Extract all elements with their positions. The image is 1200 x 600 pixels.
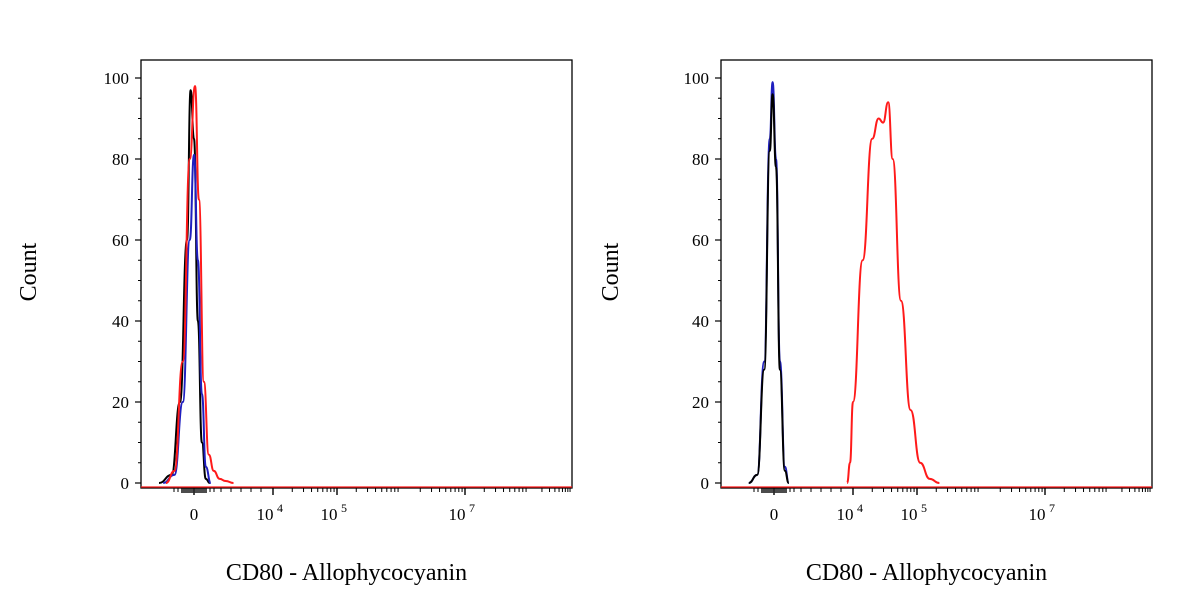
x-tick-exponent: 7 — [1049, 501, 1055, 515]
x-tick-exponent: 5 — [341, 501, 347, 515]
y-tick-label: 0 — [121, 474, 130, 493]
plot-frame-right — [720, 59, 1153, 489]
y-tick-label: 100 — [684, 69, 710, 88]
y-tick-label: 40 — [112, 312, 129, 331]
y-tick-label: 20 — [112, 393, 129, 412]
x-tick-exponent: 5 — [921, 501, 927, 515]
x-tick-label: 10 — [901, 505, 918, 524]
histogram-curve-right-2 — [846, 101, 940, 484]
x-tick-exponent: 4 — [277, 501, 283, 515]
x-tick-label: 0 — [190, 505, 199, 524]
x-tick-exponent: 7 — [469, 501, 475, 515]
histogram-curve-left-2 — [165, 85, 234, 484]
y-tick-label: 40 — [692, 312, 709, 331]
y-tick-label: 0 — [701, 474, 710, 493]
x-axis-title: CD80 - Allophycocyanin — [806, 560, 1047, 586]
histogram-curve-left-0 — [158, 89, 211, 484]
y-tick-label: 60 — [112, 231, 129, 250]
y-tick-label: 100 — [104, 69, 130, 88]
histogram-curve-right-1 — [748, 93, 790, 484]
y-tick-label: 20 — [692, 393, 709, 412]
y-tick-label: 60 — [692, 231, 709, 250]
x-tick-label: 10 — [321, 505, 338, 524]
x-tick-label: 10 — [837, 505, 854, 524]
x-tick-label: 0 — [770, 505, 779, 524]
x-tick-exponent: 4 — [857, 501, 863, 515]
y-axis-title: Count — [598, 242, 624, 301]
y-axis-title: Count — [16, 242, 42, 301]
y-tick-label: 80 — [692, 150, 709, 169]
x-tick-label: 10 — [449, 505, 466, 524]
x-axis-title: CD80 - Allophycocyanin — [226, 560, 467, 586]
y-tick-label: 80 — [112, 150, 129, 169]
x-tick-label: 10 — [1029, 505, 1046, 524]
x-tick-label: 10 — [257, 505, 274, 524]
